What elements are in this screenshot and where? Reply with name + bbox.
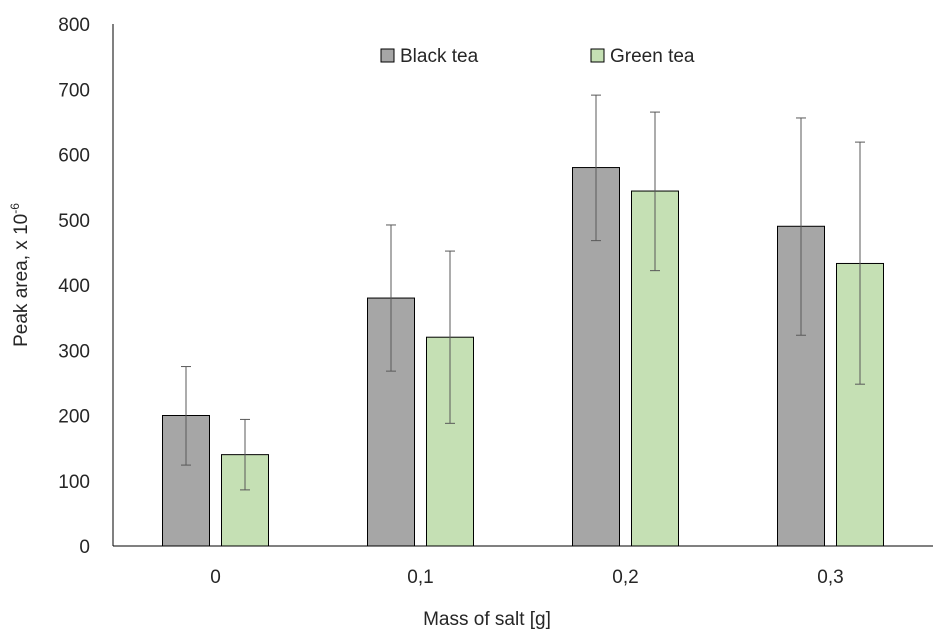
y-tick-label: 0 — [79, 537, 90, 558]
x-axis: 0 0,1 0,2 0,3 — [113, 545, 933, 588]
y-tick-label: 700 — [58, 80, 90, 101]
bars — [162, 167, 884, 547]
y-axis-title-superscript: -6 — [8, 203, 22, 214]
legend-swatch — [380, 48, 395, 63]
y-axis-title: Peak area, x 10-6 — [8, 203, 32, 347]
error-bars — [181, 94, 865, 491]
x-axis-title: Mass of salt [g] — [423, 609, 551, 630]
y-tick-label: 400 — [58, 276, 90, 297]
legend-label: Black tea — [400, 46, 479, 67]
x-tick-label: 0,3 — [817, 567, 843, 588]
x-tick-label: 0,1 — [407, 567, 433, 588]
y-tick-label: 600 — [58, 146, 90, 167]
x-tick-label: 0,2 — [612, 567, 638, 588]
y-tick-label: 500 — [58, 211, 90, 232]
y-tick-label: 800 — [58, 15, 90, 36]
y-tick-label: 100 — [58, 472, 90, 493]
legend-swatch — [590, 48, 605, 63]
legend-label: Green tea — [610, 46, 695, 67]
x-tick-label: 0 — [210, 567, 221, 588]
y-axis-title-main: Peak area, x 10 — [11, 214, 32, 347]
y-axis: 0 100 200 300 400 500 600 700 800 — [58, 15, 114, 558]
legend: Black tea Green tea — [380, 46, 695, 67]
y-tick-label: 300 — [58, 341, 90, 362]
y-tick-label: 200 — [58, 407, 90, 428]
